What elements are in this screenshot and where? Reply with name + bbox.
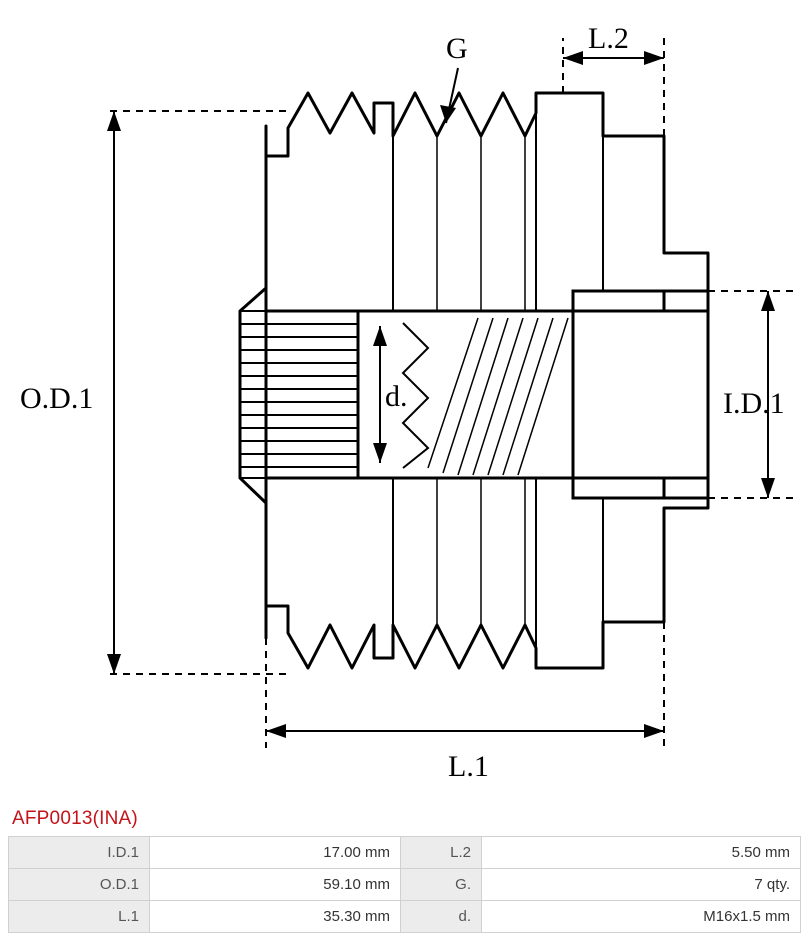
spec-value: 17.00 mm — [150, 837, 400, 868]
label-id1: I.D.1 — [723, 387, 785, 420]
spec-value: 35.30 mm — [150, 901, 400, 932]
table-row: L.1 35.30 mm d. M16x1.5 mm — [9, 901, 800, 932]
spec-table: I.D.1 17.00 mm L.2 5.50 mm O.D.1 59.10 m… — [8, 836, 801, 933]
spec-value: 59.10 mm — [150, 869, 400, 900]
label-g: G — [446, 32, 468, 65]
spec-label: I.D.1 — [9, 837, 149, 868]
technical-diagram: O.D.1 I.D.1 L.1 L.2 G d. — [8, 8, 801, 798]
table-row: I.D.1 17.00 mm L.2 5.50 mm — [9, 837, 800, 868]
spec-label: L.1 — [9, 901, 149, 932]
pulley-drawing-svg: O.D.1 I.D.1 L.1 L.2 G d. — [8, 8, 801, 798]
label-l1: L.1 — [448, 750, 489, 783]
spec-label: G. — [401, 869, 481, 900]
spec-label: d. — [401, 901, 481, 932]
label-l2: L.2 — [588, 22, 629, 55]
label-od1: O.D.1 — [20, 382, 93, 415]
spec-label: L.2 — [401, 837, 481, 868]
spec-value: 5.50 mm — [482, 837, 800, 868]
spec-value: 7 qty. — [482, 869, 800, 900]
spec-label: O.D.1 — [9, 869, 149, 900]
part-number-title: AFP0013(INA) — [12, 808, 801, 830]
spec-value: M16x1.5 mm — [482, 901, 800, 932]
label-d: d. — [385, 380, 408, 413]
table-row: O.D.1 59.10 mm G. 7 qty. — [9, 869, 800, 900]
